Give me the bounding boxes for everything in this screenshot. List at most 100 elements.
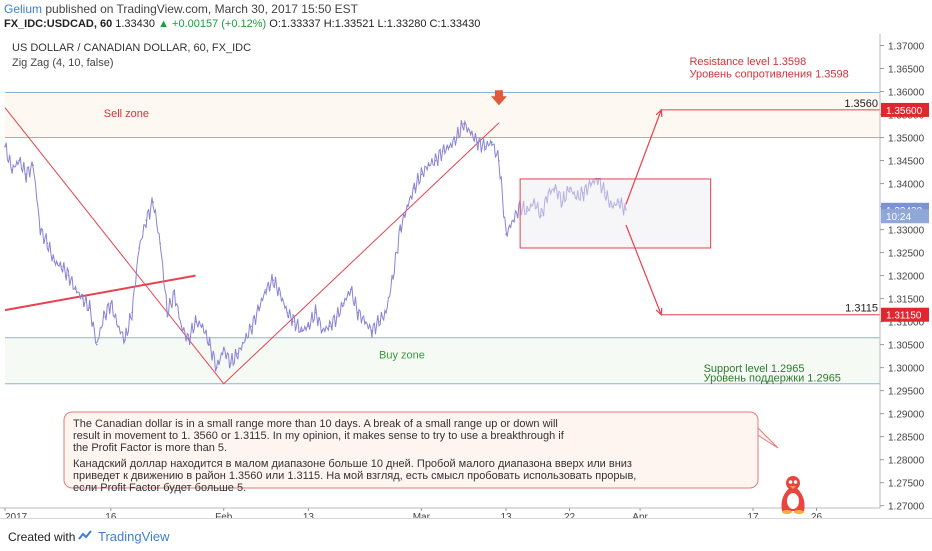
buy-zone-label: Buy zone <box>379 349 425 361</box>
y-tick-label: 1.35000 <box>888 134 925 145</box>
projection-arrow-line <box>625 109 662 205</box>
price-point <box>582 191 585 194</box>
publish-info: Gelium published on TradingView.com, Mar… <box>4 2 358 16</box>
price-point <box>385 311 387 314</box>
price-point <box>60 265 63 268</box>
price-series-line <box>4 119 627 372</box>
created-with-label: Created with <box>8 530 76 544</box>
y-tick-label: 1.31000 <box>888 318 925 329</box>
price-point <box>215 366 218 369</box>
price-point <box>526 210 528 212</box>
y-tick-label: 1.31500 <box>888 295 925 306</box>
price-point <box>173 293 176 295</box>
price-point <box>166 311 169 314</box>
price-point <box>187 339 190 341</box>
price-point <box>603 191 606 194</box>
price-tag <box>881 209 929 224</box>
target-level-label: 1.3560 <box>844 98 878 110</box>
author-link[interactable]: Gelium <box>4 2 43 16</box>
price-point <box>39 228 42 231</box>
price-point <box>265 288 267 291</box>
projection-arrow-line <box>625 224 662 315</box>
resistance-label-en: Resistance level 1.3598 <box>689 56 806 68</box>
tradingview-brand-link[interactable]: TradingView <box>98 529 170 544</box>
price-point <box>554 187 557 189</box>
support-label-en: Support level 1.2965 <box>704 363 805 375</box>
price-point <box>152 201 154 203</box>
price-point <box>625 208 627 211</box>
x-tick-label: 16 <box>105 512 117 518</box>
price-point <box>4 145 6 148</box>
price-point <box>491 141 493 143</box>
penguin-belly <box>787 493 799 509</box>
y-tick-label: 1.32000 <box>888 272 925 283</box>
price-point <box>11 168 13 171</box>
price-point <box>32 164 35 166</box>
y-tick-label: 1.28000 <box>888 456 925 467</box>
high-value: H:1.33521 <box>323 18 375 30</box>
price-point <box>512 219 514 222</box>
price-point <box>159 242 162 245</box>
y-tick-label: 1.34000 <box>888 180 925 191</box>
price-point <box>18 159 20 162</box>
up-arrow-icon: ▲ <box>158 18 169 30</box>
range-box <box>519 178 712 249</box>
open-value: O:1.33337 <box>269 18 321 30</box>
price-point <box>293 320 296 323</box>
price-point <box>138 247 140 249</box>
price-point <box>286 311 289 314</box>
symbol-info-bar: FX_IDC:USDCAD, 60 1.33430 ▲ +0.00157 (+0… <box>4 18 480 30</box>
price-point <box>307 325 310 328</box>
down-arrow-icon <box>490 90 507 106</box>
y-tick-label: 1.30000 <box>888 364 925 375</box>
penguin-foot <box>794 510 804 514</box>
price-tag-label: 1.31150 <box>886 311 922 322</box>
price-tag <box>881 307 929 322</box>
price-point <box>67 274 70 277</box>
chart-title: US DOLLAR / CANADIAN DOLLAR, 60, FX_IDC <box>12 42 251 54</box>
price-point <box>371 330 373 332</box>
price-point <box>505 233 507 235</box>
price-point <box>145 219 147 222</box>
price-point <box>88 307 91 309</box>
x-tick-label: Apr <box>632 512 648 518</box>
zigzag-line <box>4 107 500 385</box>
price-point <box>300 330 303 332</box>
x-tick-label: 17 <box>747 512 759 518</box>
price-point <box>46 242 49 245</box>
x-tick-label: 2017 <box>5 512 28 518</box>
price-point <box>124 339 126 341</box>
y-tick-label: 1.27000 <box>888 502 925 513</box>
x-tick-label: 22 <box>564 512 576 518</box>
price-point <box>589 182 592 185</box>
penguin-foot <box>782 510 792 514</box>
price-point <box>131 311 133 314</box>
price-point <box>102 316 105 318</box>
penguin-eye <box>788 480 793 484</box>
price-point <box>455 136 458 139</box>
close-value: C:1.33430 <box>429 18 481 30</box>
y-tick-label: 1.30500 <box>888 341 925 352</box>
price-point <box>314 311 317 314</box>
price-point <box>342 302 345 305</box>
y-tick-label: 1.28500 <box>888 433 925 444</box>
x-tick-label: Feb <box>215 512 233 518</box>
footer-bar: Created with TradingView <box>0 518 932 551</box>
price-change: +0.00157 (+0.12%) <box>172 18 267 30</box>
y-tick-label: 1.36500 <box>888 65 925 76</box>
price-point <box>611 205 613 208</box>
last-price: 1.33430 <box>115 18 156 30</box>
note-text-ru: приведет к движению в район 1.3560 или 1… <box>73 470 636 482</box>
target-level-label: 1.3115 <box>845 303 878 315</box>
y-tick-label: 1.29000 <box>888 410 925 421</box>
price-chart[interactable]: 1.3560 1.3115 US DOLLAR / CANADIAN DOLLAR… <box>0 34 932 518</box>
note-text-en: result in movement to 1. 3560 or 1.3115.… <box>73 430 565 442</box>
symbol-name: FX_IDC:USDCAD, 60 <box>4 18 113 30</box>
price-point <box>547 191 550 194</box>
price-point <box>413 187 416 189</box>
price-point <box>53 260 56 263</box>
price-point <box>222 348 225 351</box>
low-value: L:1.33280 <box>377 18 427 30</box>
penguin-beak <box>790 486 796 489</box>
note-text-en: the Profit Factor is more than 5. <box>73 442 227 454</box>
